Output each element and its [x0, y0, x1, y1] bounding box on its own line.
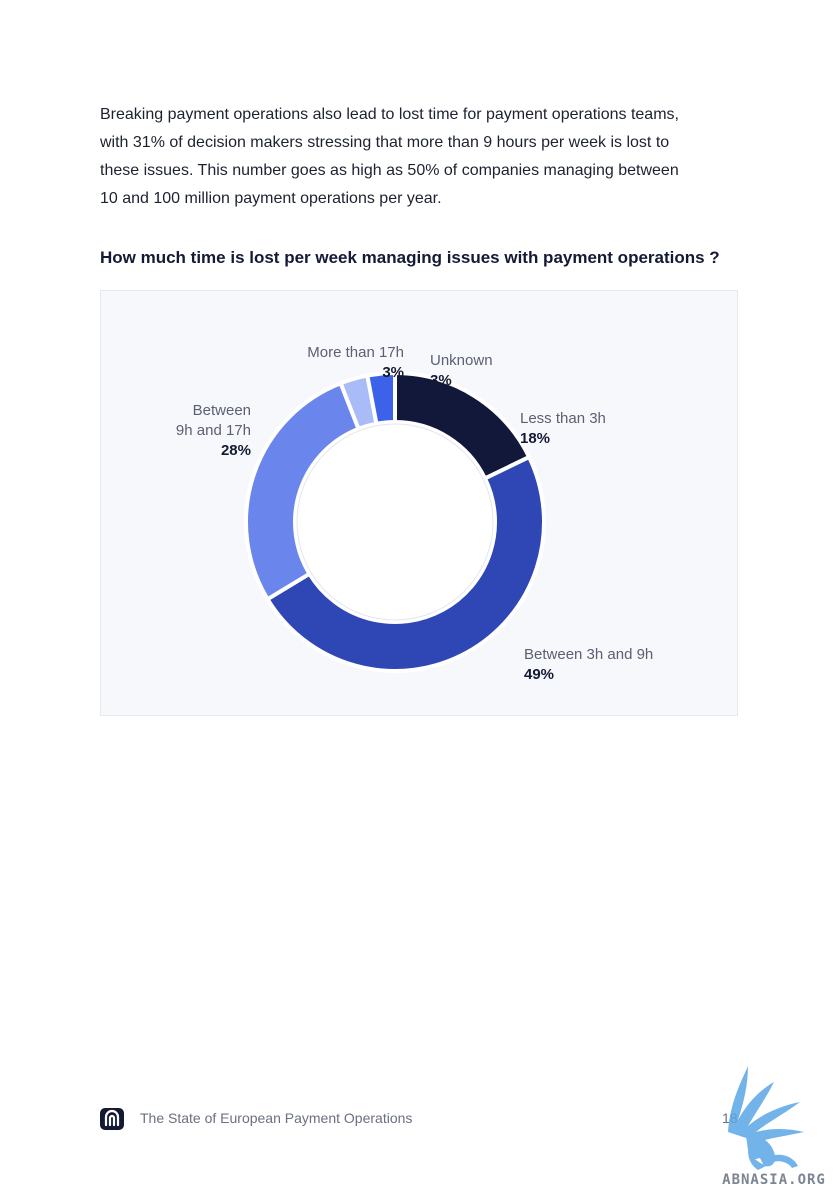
slice-label-text: Between 9h and 17h	[175, 402, 251, 439]
slice-percent: 49%	[524, 666, 555, 683]
donut-chart	[244, 371, 546, 673]
watermark-text: ABNASIA.ORG	[722, 1172, 826, 1188]
donut-hole	[296, 423, 494, 621]
slice-percent: 3%	[382, 364, 404, 381]
footer-report-title: The State of European Payment Operations	[140, 1110, 413, 1126]
brand-logo-icon	[100, 1108, 124, 1130]
chart-title: How much time is lost per week managing …	[100, 248, 720, 267]
slice-label-more-than-17h: More than 17h 3%	[281, 323, 404, 403]
donut-slice-1	[265, 455, 546, 673]
slice-label-text: Less than 3h	[520, 410, 606, 427]
donut-slice-4	[365, 371, 397, 426]
slice-percent: 3%	[430, 372, 452, 389]
slice-label-text: More than 17h	[307, 344, 404, 361]
chart-panel: Less than 3h 18% Between 3h and 9h 49% B…	[100, 290, 738, 716]
intro-paragraph: Breaking payment operations also lead to…	[100, 106, 679, 207]
slice-label-text: Unknown	[430, 352, 493, 369]
slice-label-unknown: Unknown 3%	[430, 331, 493, 411]
slice-percent: 28%	[220, 442, 251, 459]
slice-label-less-than-3h: Less than 3h 18%	[520, 389, 606, 469]
donut-slice-2	[244, 381, 361, 602]
watermark: ABNASIA.ORG	[708, 1062, 840, 1190]
slice-label-between-9h-and-17h: Between 9h and 17h 28%	[151, 381, 251, 481]
slice-label-between-3h-and-9h: Between 3h and 9h 49%	[524, 625, 653, 705]
slice-percent: 18%	[520, 430, 551, 447]
winged-lion-icon: ABNASIA.ORG	[722, 1066, 826, 1188]
slice-label-text: Between 3h and 9h	[524, 646, 654, 663]
